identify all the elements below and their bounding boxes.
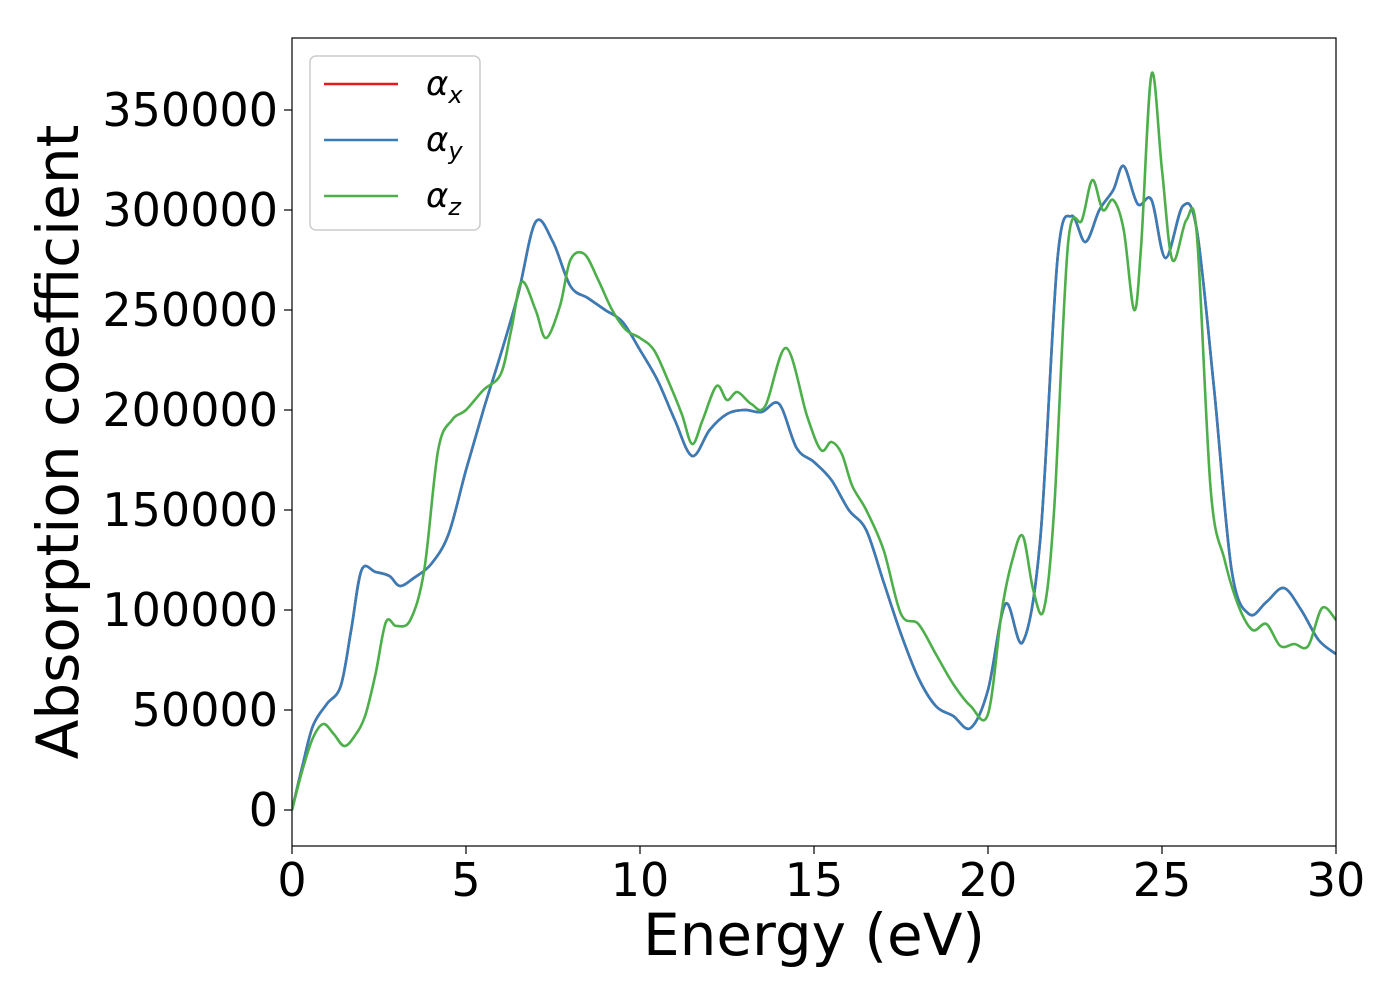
series-layer	[292, 71, 1336, 811]
x-axis: 0 5 10 15 20 25 30	[277, 846, 1365, 907]
legend: αx αy αz	[309, 55, 481, 231]
legend-label-y: αy	[426, 120, 463, 165]
legend-label-z: αz	[426, 176, 462, 221]
x-tick-label: 20	[959, 853, 1018, 907]
y-tick-label: 0	[249, 783, 278, 837]
y-tick-label: 300000	[102, 183, 278, 237]
x-tick-label: 5	[451, 853, 480, 907]
y-tick-label: 350000	[102, 83, 278, 137]
x-axis-title: Energy (eV)	[643, 901, 985, 969]
x-tick-label: 25	[1133, 853, 1192, 907]
legend-label-x: αx	[426, 64, 463, 109]
y-axis-title: Absorption coefficient	[24, 125, 92, 760]
legend-box	[309, 55, 481, 231]
y-tick-label: 200000	[102, 383, 278, 437]
series-line-y	[292, 164, 1336, 811]
y-tick-label: 50000	[132, 683, 278, 737]
x-tick-label: 15	[785, 853, 844, 907]
x-tick-label: 30	[1307, 853, 1366, 907]
x-tick-label: 10	[611, 853, 670, 907]
y-axis: 0 50000 100000 150000 200000 250000 300000 3500…	[102, 83, 292, 837]
y-tick-label: 150000	[102, 483, 278, 537]
y-tick-label: 100000	[102, 583, 278, 637]
y-tick-label: 250000	[102, 283, 278, 337]
series-line-z	[292, 71, 1336, 811]
x-tick-label: 0	[277, 853, 306, 907]
